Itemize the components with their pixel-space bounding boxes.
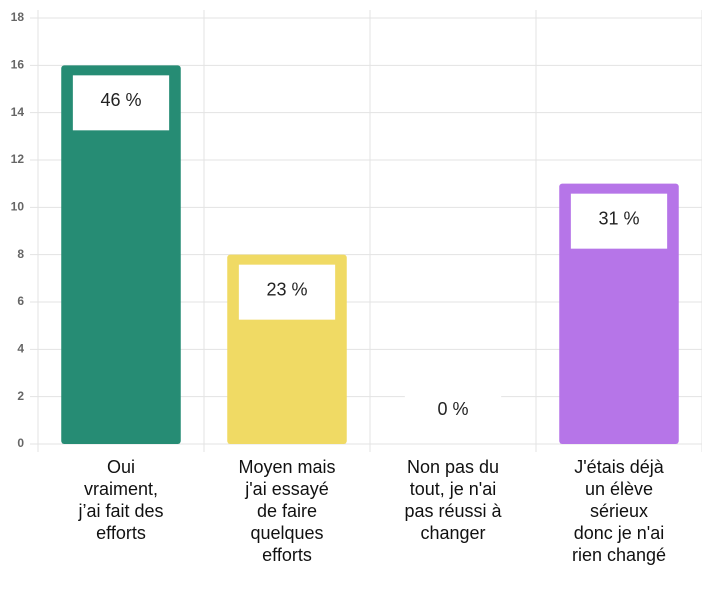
y-tick-label: 2 xyxy=(17,389,24,403)
label-box xyxy=(570,193,668,249)
label-box xyxy=(404,384,502,439)
x-tick-label: J'étais déjà un élève sérieux donc je n'… xyxy=(571,457,667,565)
data-label: 0 % xyxy=(437,399,468,419)
label-box xyxy=(72,75,170,131)
data-label: 46 % xyxy=(100,90,141,110)
bar xyxy=(61,65,181,444)
y-tick-label: 14 xyxy=(11,105,25,119)
label-box xyxy=(238,264,336,320)
y-tick-label: 12 xyxy=(11,152,25,166)
y-tick-label: 10 xyxy=(11,200,25,214)
y-tick-label: 4 xyxy=(17,342,24,356)
x-tick-label: Non pas du tout, je n'ai pas réussi à ch… xyxy=(404,457,502,543)
y-tick-label: 0 xyxy=(17,436,24,450)
data-label: 31 % xyxy=(598,208,639,228)
y-tick-label: 16 xyxy=(11,58,25,72)
x-tick-label: Moyen mais j'ai essayé de faire quelques… xyxy=(238,457,336,565)
data-label: 23 % xyxy=(266,279,307,299)
y-tick-label: 18 xyxy=(11,10,25,24)
bar xyxy=(559,183,679,444)
y-tick-label: 6 xyxy=(17,294,24,308)
y-tick-label: 8 xyxy=(17,247,24,261)
x-tick-label: Oui vraiment, j’ai fait des efforts xyxy=(78,457,164,543)
